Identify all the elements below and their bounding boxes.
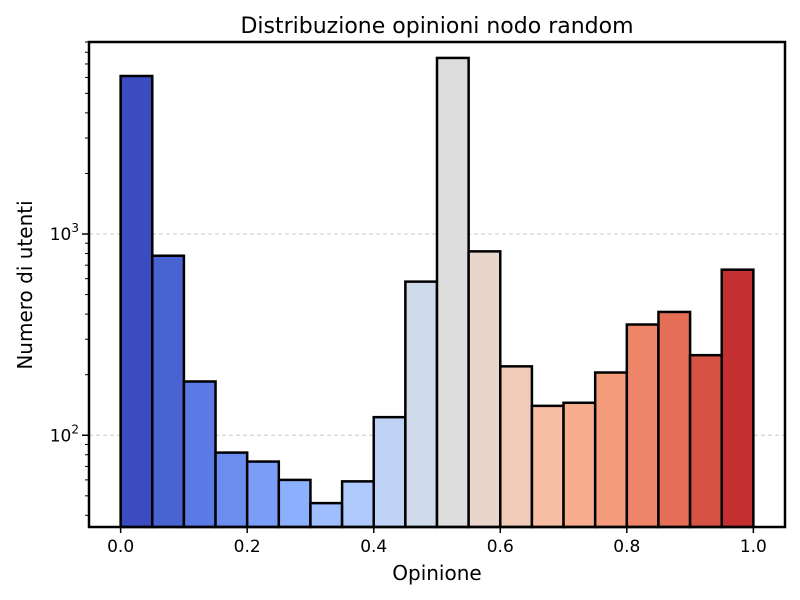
histogram-bar-17 bbox=[657, 310, 692, 529]
x-axis-ticks: 0.0 0.2 0.4 0.6 0.8 1.0 bbox=[107, 527, 767, 557]
histogram-bar-11 bbox=[467, 250, 502, 529]
plot-frame bbox=[87, 40, 787, 529]
histogram-bar-13 bbox=[530, 404, 565, 529]
histogram-bar-5 bbox=[277, 478, 312, 529]
histogram-bar-6 bbox=[309, 501, 344, 529]
y-axis-label: Numero di utenti bbox=[13, 200, 37, 369]
x-tick-label-0: 0.0 bbox=[107, 537, 134, 557]
histogram-bar-9 bbox=[404, 280, 439, 529]
y-axis-ticks: 102 103 bbox=[50, 41, 89, 516]
histogram-bar-4 bbox=[245, 460, 281, 529]
x-tick-label-3: 0.6 bbox=[487, 537, 514, 557]
histogram-bar-2 bbox=[182, 380, 217, 529]
x-tick-label-5: 1.0 bbox=[740, 537, 767, 557]
histogram-bar-15 bbox=[593, 371, 629, 529]
histogram-bar-16 bbox=[625, 323, 660, 529]
histogram-bar-19 bbox=[720, 268, 755, 529]
histogram-bar-0 bbox=[119, 74, 154, 529]
chart-title: Distribuzione opinioni nodo random bbox=[240, 14, 633, 39]
x-tick-label-2: 0.4 bbox=[360, 537, 387, 557]
histogram-bar-14 bbox=[562, 401, 597, 529]
histogram-bar-8 bbox=[372, 415, 407, 529]
histogram-bar-7 bbox=[340, 480, 375, 529]
histogram-bar-12 bbox=[499, 365, 534, 529]
histogram-bar-3 bbox=[214, 451, 249, 529]
x-axis-label: Opinione bbox=[392, 561, 481, 585]
x-tick-label-4: 0.8 bbox=[613, 537, 640, 557]
x-tick-label-1: 0.2 bbox=[234, 537, 261, 557]
y-tick-label-0: 102 bbox=[50, 422, 79, 446]
histogram-bars bbox=[119, 56, 755, 529]
y-tick-label-1: 103 bbox=[50, 221, 79, 245]
histogram-bar-1 bbox=[151, 254, 186, 529]
histogram-bar-10 bbox=[435, 56, 470, 529]
histogram-bar-18 bbox=[688, 353, 723, 529]
